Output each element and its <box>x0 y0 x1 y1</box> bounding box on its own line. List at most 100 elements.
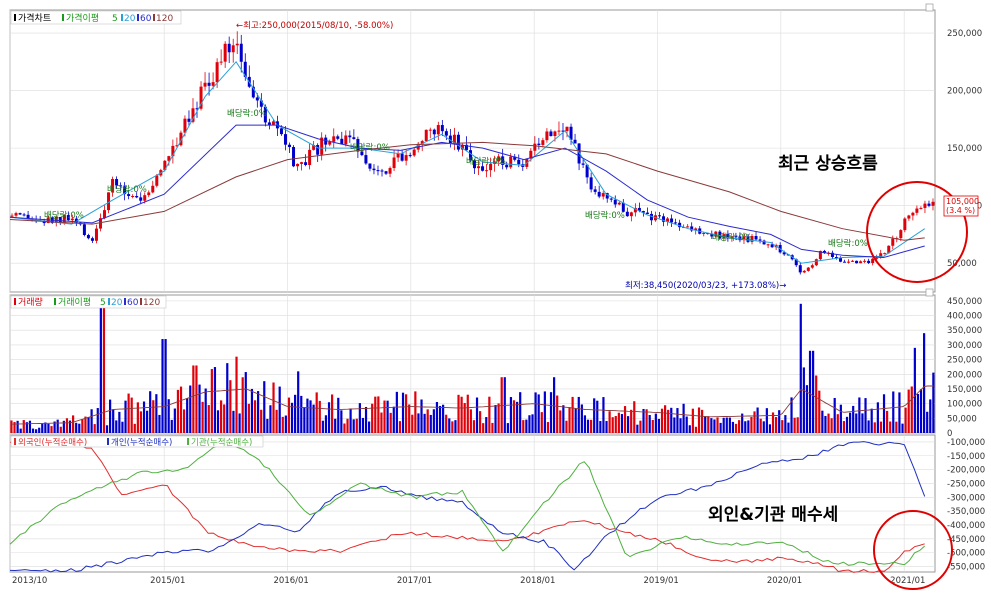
volume-bar <box>149 391 152 433</box>
candle-body <box>766 244 770 246</box>
buying-trend-annotation: 외인&기관 매수세 <box>708 505 838 525</box>
price-legend[interactable]: 가격차트 가격이평 5 20 60 120 <box>10 10 182 25</box>
volume-bar <box>414 391 417 433</box>
volume-bar <box>213 367 217 433</box>
volume-bar <box>75 422 78 433</box>
volume-bar <box>423 413 426 433</box>
volume-legend[interactable]: 거래량 거래이평 5 20 60 120 <box>10 295 167 309</box>
candle-body <box>794 259 798 266</box>
candle-body <box>90 238 94 241</box>
volume-bar <box>506 423 509 433</box>
candle-body <box>444 131 448 136</box>
axis-layer: 50,000 100,000 150,000 200,000 250,000 0 50,00… <box>12 29 985 586</box>
candle-body <box>883 253 887 255</box>
volume-bar <box>216 410 220 433</box>
candle-body <box>718 231 722 239</box>
volume-bar <box>183 409 186 433</box>
candle-body <box>195 108 199 110</box>
candle-body <box>529 150 533 159</box>
candle-body <box>537 143 541 145</box>
candle-body <box>919 207 923 209</box>
volume-bar <box>146 410 149 433</box>
candle-body <box>649 213 653 221</box>
volume-bar <box>118 411 121 433</box>
investor-legend[interactable]: 외국인(누적순매수) 개인(누적순매수) 기관(누적순매수) <box>10 435 264 448</box>
volume-bar <box>654 413 657 433</box>
candle-body <box>601 193 605 197</box>
candle-body <box>477 166 481 169</box>
volume-bar <box>457 394 460 433</box>
candle-body <box>279 128 283 135</box>
candle-body <box>658 215 662 217</box>
candle-body <box>770 244 774 248</box>
candle-body <box>911 212 915 216</box>
volume-bar <box>707 416 710 433</box>
y-tick-label: 150,000 <box>947 144 982 154</box>
volume-bar <box>62 420 65 433</box>
candle-body <box>404 155 408 161</box>
volume-bar <box>849 412 852 433</box>
candle-body <box>292 147 296 167</box>
volume-bar <box>562 405 565 433</box>
volume-bar <box>38 427 41 433</box>
high-price-annotation: ←최고:250,000(2015/08/10, -58.00%) <box>236 20 393 31</box>
volume-bar <box>352 419 355 433</box>
volume-legend-label: 거래량 <box>18 296 43 308</box>
volume-bar <box>152 400 155 433</box>
volume-bar <box>519 392 522 433</box>
volume-bar <box>679 418 682 433</box>
volume-bar <box>599 421 602 433</box>
candle-body <box>348 135 352 138</box>
volume-bar <box>812 350 815 433</box>
volume-bar <box>867 420 870 433</box>
candle-body <box>432 129 436 135</box>
price-ma120-marker <box>153 14 155 21</box>
volume-bar <box>775 417 778 433</box>
volume-bar <box>361 417 365 433</box>
volume-bar <box>204 388 207 433</box>
volume-bar <box>611 417 614 433</box>
volume-bar <box>232 410 235 433</box>
volume-bar <box>744 421 747 433</box>
volume-bar <box>102 303 106 433</box>
candle-body <box>336 136 340 139</box>
candle-body <box>380 170 384 172</box>
volume-bar <box>380 412 383 433</box>
volume-bar <box>855 413 858 433</box>
current-price-value: 105,000 <box>946 197 979 206</box>
volume-bar <box>910 386 913 433</box>
volume-bar <box>241 377 244 433</box>
candle-body <box>798 265 802 273</box>
volume-bar <box>790 397 793 433</box>
candle-body <box>191 108 195 122</box>
candle-body <box>637 207 641 212</box>
candle-body <box>843 261 847 263</box>
volume-bar <box>886 410 889 433</box>
volume-bar <box>401 392 405 433</box>
volume-bar <box>710 418 713 433</box>
candle-body <box>838 258 842 262</box>
volume-bar <box>371 403 374 433</box>
volume-bar <box>170 419 173 433</box>
volume-bar <box>781 420 784 433</box>
volume-bar <box>44 422 47 433</box>
panel-toggle-icon[interactable] <box>925 288 934 297</box>
dividend-annotation-7: 배당락:0% <box>712 232 752 243</box>
volume-bar <box>670 407 673 433</box>
x-tick-label: 2016/01 <box>274 576 309 586</box>
volume-bar <box>41 423 44 433</box>
volume-bar <box>312 404 315 433</box>
volume-bar <box>685 416 688 433</box>
candle-body <box>497 156 501 162</box>
volume-bar <box>494 404 497 433</box>
volume-bar <box>627 416 630 433</box>
volume-bar <box>133 423 136 433</box>
volume-bar <box>315 392 318 433</box>
volume-bar <box>466 394 469 433</box>
candle-body <box>131 196 135 198</box>
candle-body <box>460 144 464 150</box>
volume-bar <box>340 410 343 433</box>
panel-minimize-icon[interactable] <box>925 3 934 12</box>
volume-bar <box>836 414 839 433</box>
volume-bar <box>35 429 38 433</box>
